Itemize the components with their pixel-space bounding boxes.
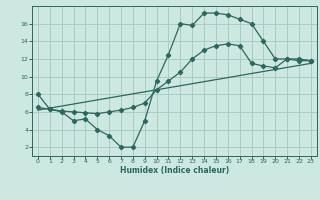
X-axis label: Humidex (Indice chaleur): Humidex (Indice chaleur) <box>120 166 229 175</box>
